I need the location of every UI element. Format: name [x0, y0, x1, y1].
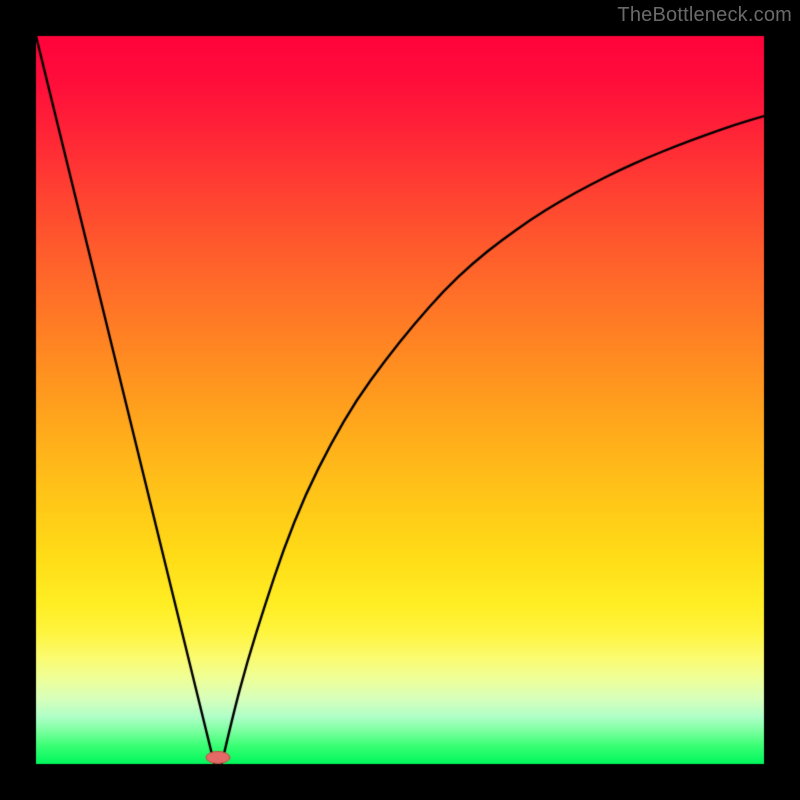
- bottleneck-curve-chart: [0, 0, 800, 800]
- watermark-text: TheBottleneck.com: [617, 4, 792, 27]
- chart-container: TheBottleneck.com: [0, 0, 800, 800]
